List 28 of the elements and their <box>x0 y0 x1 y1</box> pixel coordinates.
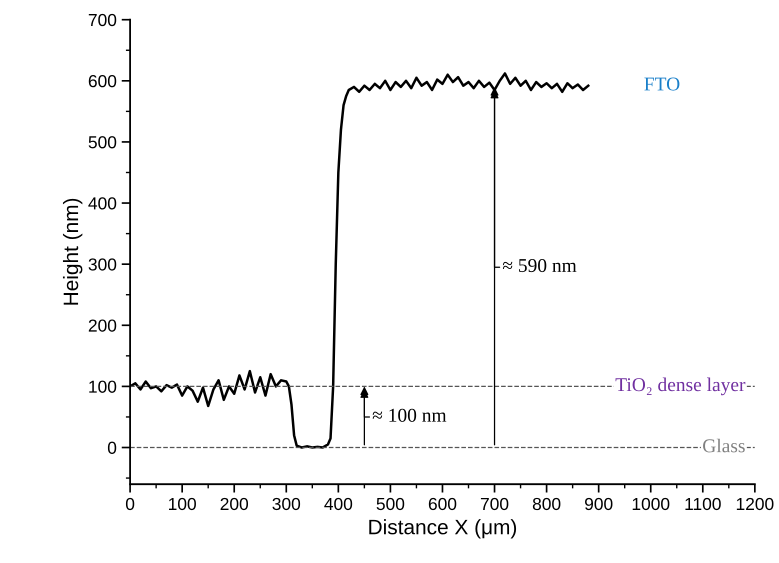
x-tick-label: 900 <box>584 498 612 510</box>
x-tick-label: 700 <box>480 498 508 510</box>
y-tick-label: 200 <box>88 319 116 332</box>
y-tick-label: 100 <box>89 380 116 393</box>
y-tick-label: 300 <box>88 258 116 271</box>
y-axis-title: Height (nm) <box>62 198 82 305</box>
ref-line-label: Glass <box>703 438 745 452</box>
x-tick-label: 0 <box>126 498 134 510</box>
x-tick-label: 600 <box>428 498 456 510</box>
x-tick-label: 500 <box>376 498 404 510</box>
x-tick-label: 800 <box>532 498 560 510</box>
x-tick-label: 1000 <box>632 498 670 510</box>
x-axis-title: Distance X (μm) <box>369 519 516 539</box>
annotation: ≈ 590 nm <box>502 258 576 272</box>
x-tick-label: 100 <box>169 498 196 510</box>
x-tick-label: 200 <box>220 498 248 510</box>
x-tick-label: 1100 <box>685 498 721 510</box>
x-tick-label: 300 <box>272 498 300 510</box>
y-tick-label: 400 <box>88 197 116 210</box>
annotation: FTO <box>644 78 680 91</box>
ref-line-label: TiO₂ dense layer <box>616 378 746 396</box>
x-tick-label: 400 <box>324 498 352 510</box>
annotation: ≈ 100 nm <box>372 408 446 422</box>
x-tick-label: 1200 <box>736 498 774 510</box>
y-tick-label: 0 <box>108 442 116 454</box>
y-tick-label: 600 <box>88 74 116 88</box>
y-tick-label: 700 <box>88 14 116 26</box>
y-tick-label: 500 <box>88 136 116 148</box>
